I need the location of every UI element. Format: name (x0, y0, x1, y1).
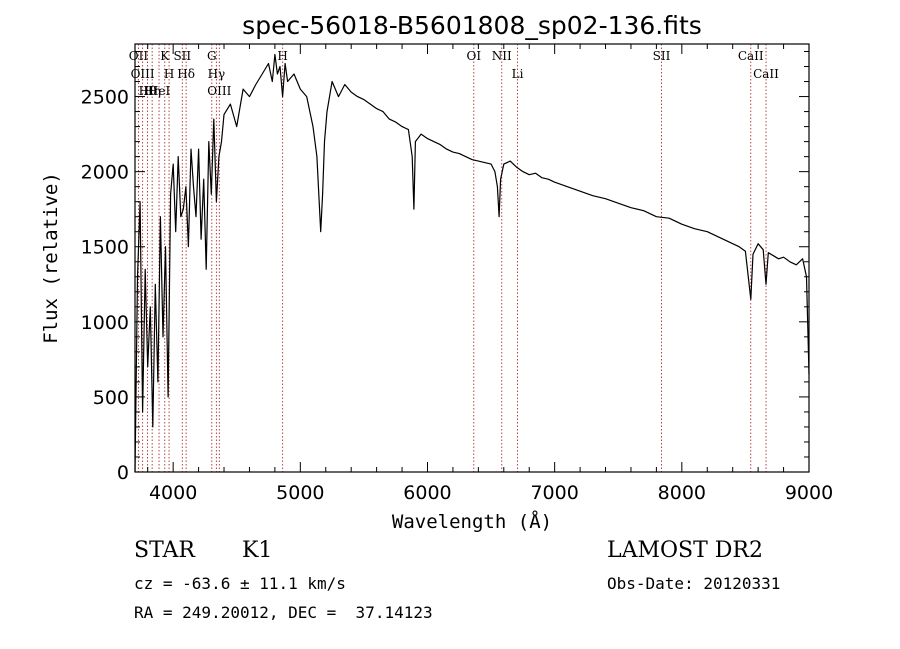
x-tick-label-1: 5000 (276, 482, 324, 504)
line-label-9: G (207, 49, 217, 63)
x-tick-label-2: 6000 (403, 482, 451, 504)
line-label-10: Hγ (208, 67, 226, 81)
line-label-6: H (164, 67, 174, 81)
emission-line-markers (137, 44, 767, 472)
line-label-13: OI (466, 49, 481, 63)
line-label-4: HeI (148, 84, 171, 98)
line-label-3: Hη (143, 84, 161, 98)
x-tick-label-4: 8000 (658, 482, 706, 504)
x-tick-label-0: 4000 (149, 482, 197, 504)
redshift-text: cz = -63.6 ± 11.1 km/s (134, 574, 346, 593)
line-label-2: Hθ (139, 84, 157, 98)
series-layer (134, 53, 810, 473)
x-axis: 4000 5000 6000 7000 8000 9000 (147, 44, 833, 504)
line-label-12: H (277, 49, 287, 63)
line-label-17: CaII (738, 49, 764, 63)
y-tick-label-0: 0 (117, 462, 129, 484)
spectrum-series-0 (134, 53, 810, 473)
y-tick-label-3: 1500 (81, 237, 129, 259)
object-class: STAR (134, 538, 195, 563)
line-label-11: OIII (207, 84, 231, 98)
line-label-1: OIII (131, 67, 155, 81)
line-label-5: K (160, 49, 170, 63)
chart-title: spec-56018-B5601808_sp02-136.fits (242, 11, 702, 40)
x-axis-label: Wavelength (Å) (392, 510, 552, 533)
line-label-14: NII (492, 49, 512, 63)
x-tick-label-3: 7000 (530, 482, 578, 504)
obs-date-text: Obs-Date: 20120331 (607, 574, 781, 593)
coordinates-text: RA = 249.20012, DEC = 37.14123 (134, 603, 433, 622)
y-axis: 0 500 1000 1500 2000 2500 (81, 51, 809, 484)
line-label-18: CaII (753, 67, 779, 81)
y-tick-label-2: 1000 (81, 312, 129, 334)
y-tick-label-5: 2500 (81, 87, 129, 109)
object-subclass: K1 (242, 538, 273, 563)
x-tick-label-5: 9000 (785, 482, 833, 504)
y-tick-label-1: 500 (93, 387, 129, 409)
y-tick-label-4: 2000 (81, 162, 129, 184)
y-axis-label: Flux (relative) (40, 172, 62, 344)
line-label-0: OII (129, 49, 149, 63)
line-label-7: SII (173, 49, 191, 63)
line-label-15: Li (512, 67, 524, 81)
line-label-16: SII (653, 49, 671, 63)
survey-name: LAMOST DR2 (607, 538, 763, 563)
line-label-8: Hδ (177, 67, 195, 81)
plot-frame (134, 43, 810, 473)
